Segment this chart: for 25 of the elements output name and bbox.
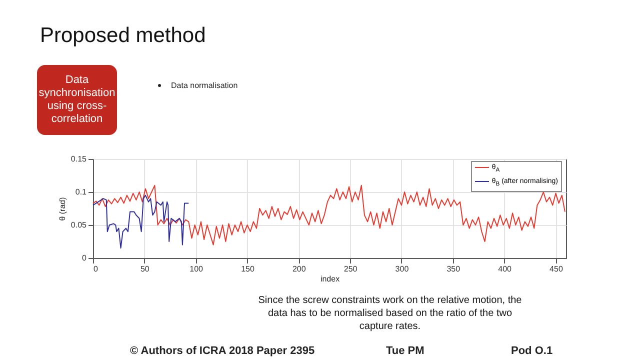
text: Pod O.1 [511,345,553,357]
y-tick-label: 0.15 [70,154,88,164]
y-tick-label: 0.1 [75,188,88,196]
x-tick-label: 200 [292,264,306,274]
text: Since the screw constraints work on the relative motion, the data has to be normalised based on the ratio of the two capture rates. [257,294,523,333]
x-tick-label: 150 [241,264,255,274]
x-axis-title: index [320,274,340,284]
line-series [92,194,190,249]
x-tick-label: 100 [190,264,204,274]
x-tick-label: 400 [498,264,512,274]
x-tick-label: 300 [395,264,410,274]
text: Data normalisation [171,81,238,90]
line-series [92,184,566,246]
chart-title: Proposed method [40,24,206,48]
y-tick-label: 0 [82,254,88,262]
text: Tue PM [386,345,424,357]
x-tick-label: 450 [550,264,564,274]
text: Data synchronisation using cross-correlation [37,65,117,135]
x-tick-label: 50 [140,264,150,274]
x-tick-label: 350 [446,264,461,274]
y-axis-title: θ (rad) [58,196,67,221]
x-tick-label: 250 [344,264,358,274]
y-tick-label: 0.05 [70,220,88,230]
x-tick-label: 0 [94,264,98,274]
text: © Authors of ICRA 2018 Paper 2395 [130,345,315,357]
